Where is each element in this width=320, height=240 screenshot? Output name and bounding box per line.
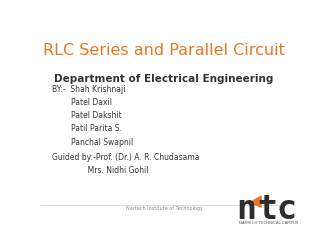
Text: NARTECH TECHNICAL CAMPUS: NARTECH TECHNICAL CAMPUS	[239, 221, 299, 225]
Polygon shape	[250, 196, 261, 207]
Text: t: t	[257, 193, 277, 226]
Text: RLC Series and Parallel Circuit: RLC Series and Parallel Circuit	[43, 43, 285, 59]
Text: Nartech Institute of Technology: Nartech Institute of Technology	[125, 206, 203, 211]
Text: BY:-  Shah Krishnaji
        Patel Daxil
        Patel Dakshit
        Patil Par: BY:- Shah Krishnaji Patel Daxil Patel Da…	[52, 85, 134, 147]
Text: c: c	[276, 193, 297, 226]
Text: n: n	[236, 193, 257, 226]
Text: Department of Electrical Engineering: Department of Electrical Engineering	[54, 74, 274, 84]
Text: Guided by:-Prof. (Dr.) A. R. Chudasama
               Mrs. Nidhi Gohil: Guided by:-Prof. (Dr.) A. R. Chudasama M…	[52, 153, 200, 175]
Text: 1: 1	[277, 206, 281, 211]
